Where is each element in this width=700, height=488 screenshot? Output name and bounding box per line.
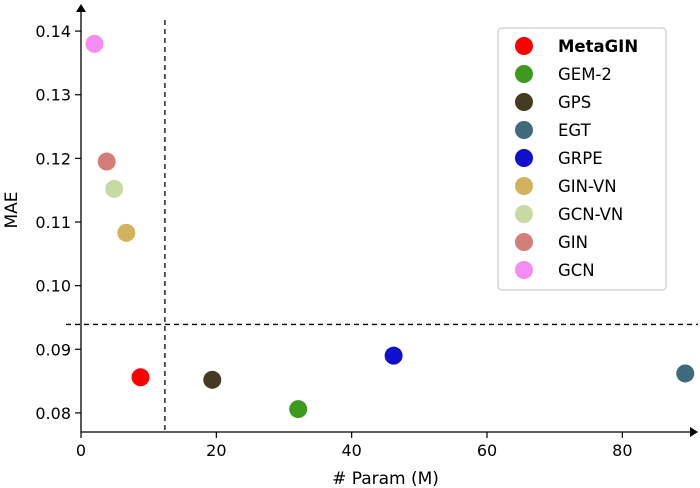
y-tick-label: 0.08: [35, 404, 71, 423]
y-axis-title: MAE: [2, 191, 22, 228]
legend-label: EGT: [558, 121, 592, 140]
legend-marker: [515, 205, 533, 223]
point-gem-2: [289, 400, 308, 419]
point-metagin: [131, 368, 150, 387]
legend-label: MetaGIN: [558, 37, 638, 56]
point-gcn-vn: [105, 179, 124, 198]
legend-marker: [515, 149, 533, 167]
legend-label: GRPE: [558, 149, 603, 168]
legend-marker: [515, 121, 533, 139]
y-axis-arrow: [76, 4, 86, 12]
y-tick-label: 0.14: [35, 22, 71, 41]
y-tick-label: 0.10: [35, 277, 71, 296]
y-tick-label: 0.09: [35, 340, 71, 359]
legend-marker: [515, 37, 533, 55]
point-egt: [676, 364, 695, 383]
reference-lines: [66, 20, 698, 432]
point-gcn: [85, 34, 104, 53]
data-points: [85, 34, 695, 419]
legend-label: GCN-VN: [558, 205, 623, 224]
point-gin-vn: [117, 223, 136, 242]
x-tick-label: 60: [477, 441, 497, 460]
legend-box: [497, 27, 667, 291]
point-gps: [203, 370, 222, 389]
legend-label: GEM-2: [558, 65, 612, 84]
x-axis-arrow: [690, 427, 698, 437]
legend-marker: [515, 65, 533, 83]
legend-label: GCN: [558, 261, 595, 280]
legend-marker: [515, 177, 533, 195]
y-tick-label: 0.13: [35, 86, 71, 105]
x-tick-label: 20: [206, 441, 226, 460]
legend-marker: [515, 93, 533, 111]
point-grpe: [384, 346, 403, 365]
legend-label: GPS: [558, 93, 591, 112]
x-axis-title: # Param (M): [332, 469, 439, 488]
axes: 0 20 40 60 80 0.08 0.09 0.10 0.11 0.12 0.13 0.14 # P…: [2, 4, 698, 488]
point-gin: [97, 152, 116, 171]
legend-marker: [515, 261, 533, 279]
legend-marker: [515, 233, 533, 251]
y-tick-label: 0.12: [35, 149, 71, 168]
legend-label: GIN-VN: [558, 177, 617, 196]
y-tick-label: 0.11: [35, 213, 71, 232]
legend: MetaGIN GEM-2 GPS EGT GRPE GIN-VN GCN-VN GIN GCN: [497, 27, 667, 291]
x-tick-label: 80: [612, 441, 632, 460]
x-tick-label: 0: [76, 441, 86, 460]
x-tick-label: 40: [341, 441, 361, 460]
legend-label: GIN: [558, 233, 588, 252]
